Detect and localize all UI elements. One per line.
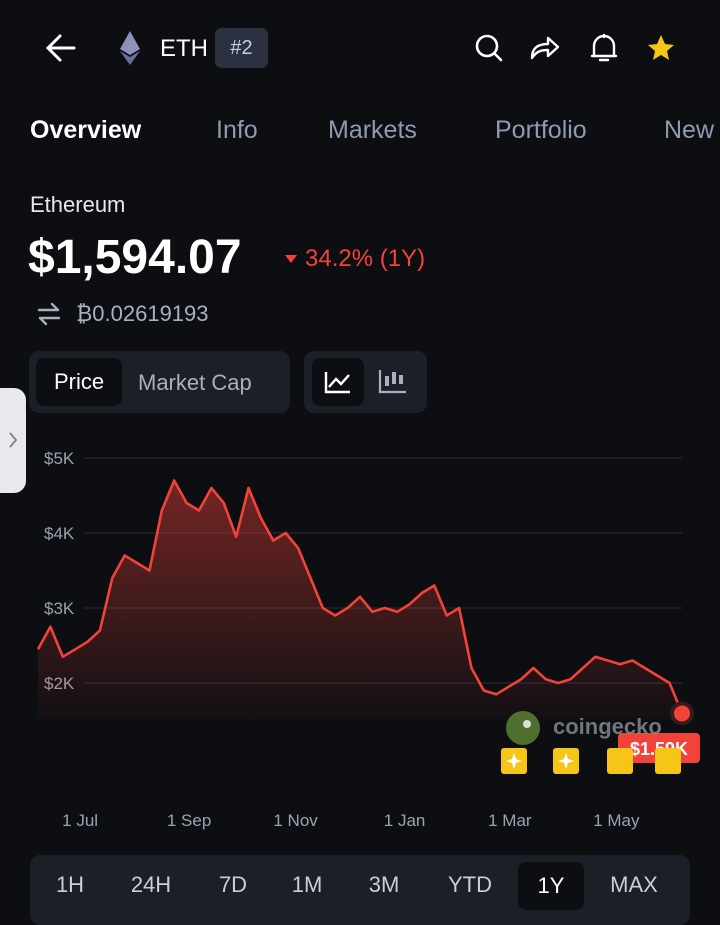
btc-price: ₿0.02619193	[76, 301, 209, 326]
price: $1,594.07	[28, 231, 242, 284]
toggle-market-cap[interactable]: Market Cap	[138, 370, 252, 395]
line-style-button[interactable]	[312, 358, 364, 406]
y-tick-label: $4K	[44, 524, 75, 543]
tab[interactable]: New	[664, 116, 715, 144]
range-button[interactable]: 1Y	[518, 862, 584, 910]
rank-badge: #2	[215, 28, 268, 68]
down-arrow	[285, 255, 297, 263]
last-point	[670, 701, 694, 726]
x-tick-label: 1 Mar	[488, 811, 532, 830]
tab[interactable]: Info	[216, 116, 258, 144]
header-icons[interactable]	[470, 30, 680, 66]
range-button[interactable]: 1H	[55, 872, 85, 897]
range-button[interactable]: 1M	[291, 872, 323, 897]
coin-name: Ethereum	[30, 192, 126, 217]
coingecko-logo	[506, 711, 540, 745]
tab[interactable]: Portfolio	[495, 116, 587, 144]
tab[interactable]: Overview	[30, 116, 142, 144]
badges	[501, 748, 681, 774]
range-button[interactable]: YTD	[448, 872, 492, 897]
range-button[interactable]: 24H	[130, 872, 172, 897]
x-tick-label: 1 Nov	[273, 811, 318, 830]
range-button[interactable]: 7D	[218, 872, 248, 897]
back-button[interactable]	[40, 30, 80, 66]
area	[38, 480, 682, 721]
range-button[interactable]: MAX	[610, 872, 658, 897]
tab[interactable]: Markets	[328, 116, 417, 144]
y-tick-label: $3K	[44, 599, 75, 618]
y-tick-label: $5K	[44, 449, 75, 468]
side-handle[interactable]	[0, 388, 26, 493]
swap-icon	[37, 302, 61, 326]
candle-style-button[interactable]	[376, 366, 408, 398]
x-tick-label: 1 Jan	[384, 811, 426, 830]
toggle-price[interactable]: Price	[36, 358, 122, 406]
range-button[interactable]: 3M	[368, 872, 400, 897]
price-change: 34.2% (1Y)	[305, 245, 426, 272]
x-tick-label: 1 Jul	[62, 811, 98, 830]
watermark: coingecko	[553, 714, 662, 739]
x-tick-label: 1 Sep	[167, 811, 211, 830]
tab-bar: Overview Info Markets Portfolio New	[0, 0, 720, 160]
symbol: ETH	[160, 35, 208, 62]
price-line	[36, 479, 684, 714]
x-tick-label: 1 May	[593, 811, 640, 830]
eth-logo	[120, 31, 140, 65]
